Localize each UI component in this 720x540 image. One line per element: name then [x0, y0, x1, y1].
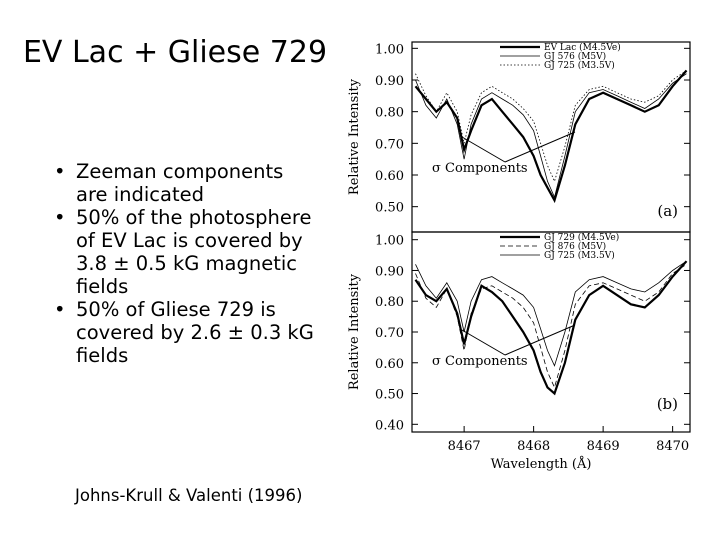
- y-axis-label: Relative Intensity: [347, 78, 362, 195]
- y-tick-label: 0.80: [375, 295, 404, 310]
- y-axis-label: Relative Intensity: [347, 273, 362, 390]
- x-axis-label: Wavelength (Å): [491, 456, 592, 472]
- annotation-arrow: [504, 324, 576, 356]
- y-tick-label: 0.50: [375, 201, 404, 216]
- y-tick-label: 0.60: [375, 169, 404, 184]
- legend-label: GJ 725 (M3.5V): [544, 60, 615, 71]
- bullet: 50% of Gliese 729 is covered by 2.6 ± 0.…: [54, 298, 318, 367]
- y-tick-label: 0.50: [375, 388, 404, 403]
- annotation-arrow: [461, 136, 506, 163]
- legend-label: GJ 576 (M5V): [544, 51, 606, 62]
- legend-label: GJ 725 (M3.5V): [544, 250, 615, 261]
- annotation-arrow: [461, 329, 506, 356]
- legend-label: GJ 729 (M4.5Ve): [544, 232, 619, 243]
- y-tick-label: 0.40: [375, 418, 404, 433]
- spectrum-line: [415, 263, 687, 389]
- x-tick-label: 8467: [448, 439, 481, 454]
- spectrum-line: [415, 73, 687, 199]
- legend-label: GJ 876 (M5V): [544, 241, 606, 252]
- spectrum-line: [414, 69, 688, 204]
- y-tick-label: 1.00: [375, 234, 404, 249]
- spectrum-line: [414, 260, 688, 396]
- y-tick-label: 0.80: [375, 106, 404, 121]
- citation: Johns-Krull & Valenti (1996): [75, 486, 303, 505]
- bullet-list: Zeeman components are indicated 50% of t…: [28, 160, 318, 367]
- y-tick-label: 0.70: [375, 137, 404, 152]
- panel-label: (a): [657, 202, 678, 220]
- x-tick-label: 8468: [517, 439, 550, 454]
- spectrum-line: [415, 70, 687, 183]
- bullet: 50% of the photosphere of EV Lac is cove…: [54, 206, 318, 298]
- annotation: σ Components: [432, 354, 528, 369]
- x-tick-label: 8470: [656, 439, 689, 454]
- plot-frame: [411, 231, 691, 433]
- y-tick-label: 0.90: [375, 74, 404, 89]
- y-tick-label: 0.60: [375, 357, 404, 372]
- y-tick-label: 0.90: [375, 264, 404, 279]
- bullet: Zeeman components are indicated: [54, 160, 318, 206]
- y-tick-label: 0.70: [375, 326, 404, 341]
- annotation: σ Components: [432, 161, 528, 176]
- y-tick-label: 1.00: [375, 42, 404, 57]
- slide-title: EV Lac + Gliese 729: [22, 35, 328, 70]
- legend-label: EV Lac (M4.5Ve): [544, 42, 621, 53]
- spectrum-line: [415, 260, 687, 367]
- annotation-arrow: [504, 131, 576, 163]
- x-tick-label: 8469: [587, 439, 620, 454]
- panel-label: (b): [657, 395, 678, 413]
